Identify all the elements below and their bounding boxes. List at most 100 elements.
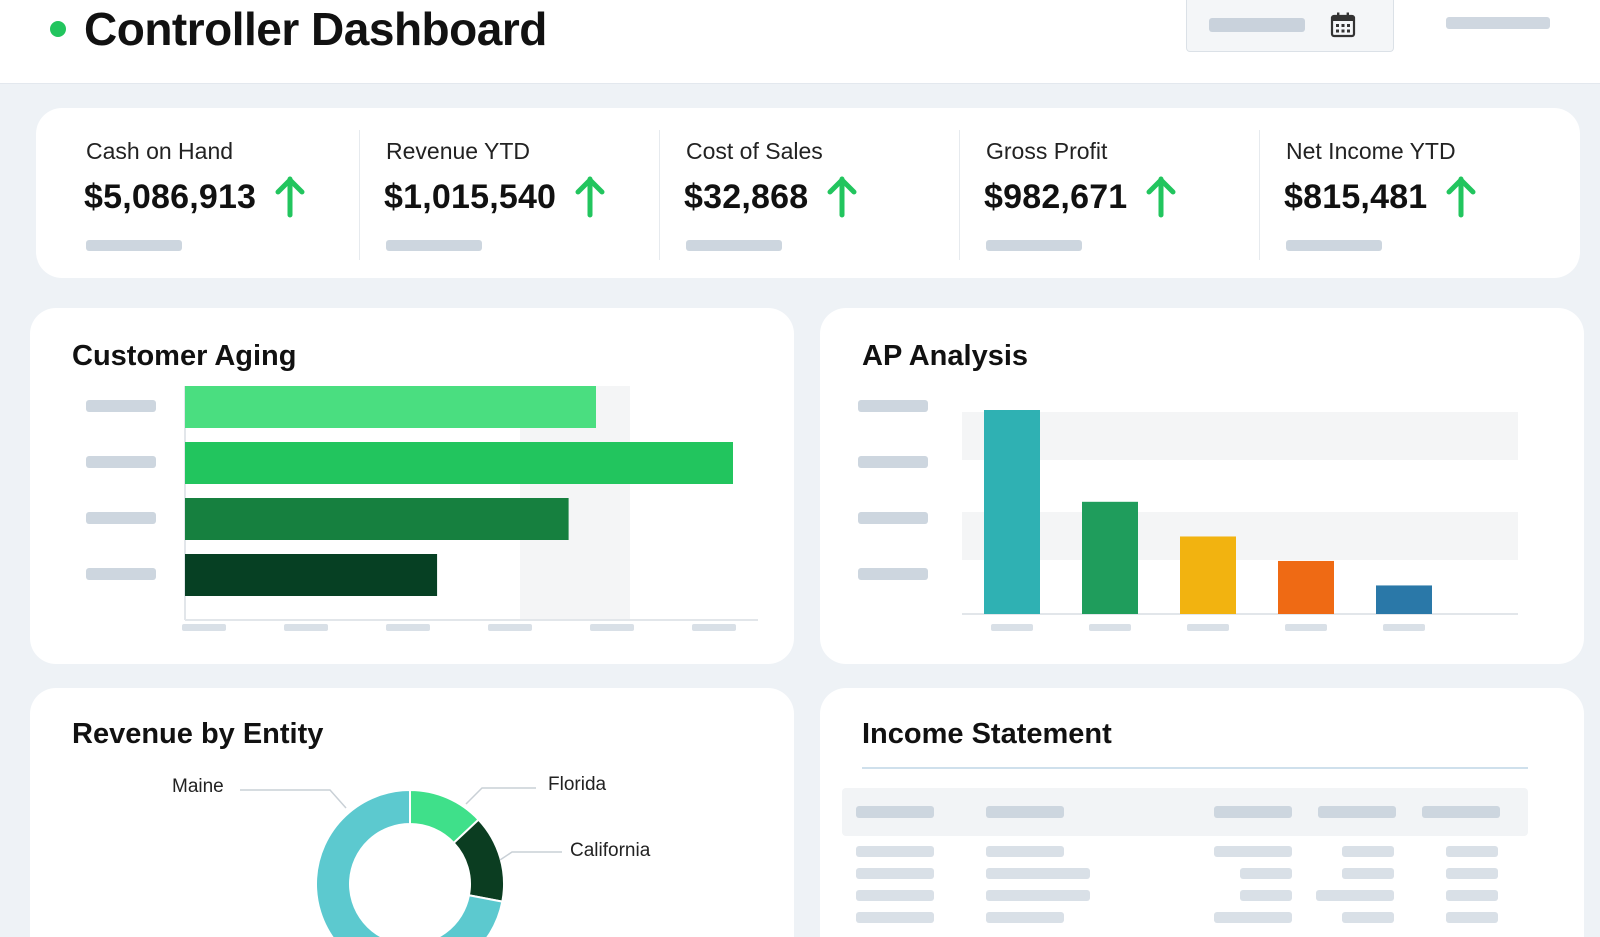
col-header	[1422, 806, 1500, 818]
ap-x-tick-label	[1187, 624, 1229, 631]
kpi-cash-on-hand[interactable]: Cash on Hand $5,086,913	[36, 108, 336, 278]
kpi-value: $1,015,540	[384, 177, 557, 216]
kpi-divider	[659, 130, 660, 260]
income-statement-cell	[1342, 846, 1394, 857]
up-arrow-icon	[1446, 176, 1476, 218]
header-user-placeholder[interactable]	[1446, 17, 1550, 29]
page-title: Controller Dashboard	[84, 3, 547, 55]
income-statement-cell	[1446, 912, 1498, 923]
ap-bar	[1082, 501, 1138, 614]
income-statement-cell	[856, 846, 934, 857]
ap-bar	[1180, 536, 1236, 614]
ap-bar	[1278, 560, 1334, 614]
aging-bar	[185, 554, 438, 596]
aging-x-tick-label	[284, 624, 328, 631]
ap-analysis-title: AP Analysis	[862, 340, 1029, 372]
kpi-value: $5,086,913	[84, 177, 257, 216]
revenue-by-entity-card: Revenue by Entity Maine Florida Californ…	[30, 688, 794, 937]
entity-label-maine: Maine	[172, 776, 224, 797]
kpi-card: Cash on Hand $5,086,913 Revenue YTD $1,0…	[36, 108, 1580, 278]
aging-category-label	[86, 400, 156, 412]
income-statement-cell	[1446, 846, 1498, 857]
col-header	[856, 806, 934, 818]
kpi-label: Gross Profit	[986, 138, 1108, 164]
ap-grid-band	[962, 512, 1518, 560]
income-statement-rule	[862, 767, 1528, 769]
income-statement-card: Income Statement	[820, 688, 1584, 937]
date-picker[interactable]	[1186, 0, 1394, 52]
kpi-value: $32,868	[684, 177, 809, 216]
income-statement-cell	[986, 846, 1064, 857]
ap-x-tick-label	[991, 624, 1033, 631]
income-statement-cell	[1342, 868, 1394, 879]
kpi-divider	[359, 130, 360, 260]
kpi-label: Cost of Sales	[686, 138, 823, 164]
income-statement-cell	[1316, 890, 1394, 901]
title-wrap: Controller Dashboard	[50, 2, 547, 56]
income-statement-cell	[986, 890, 1090, 901]
ap-y-tick-label	[858, 456, 928, 468]
aging-x-tick-label	[692, 624, 736, 631]
revenue-by-entity-title: Revenue by Entity	[72, 718, 324, 750]
kpi-net-income-ytd[interactable]: Net Income YTD $815,481	[1236, 108, 1536, 278]
income-statement-cell	[1214, 912, 1292, 923]
status-dot	[50, 21, 66, 37]
calendar-icon[interactable]	[1329, 11, 1357, 39]
income-statement-cell	[1342, 912, 1394, 923]
customer-aging-chart	[86, 386, 758, 631]
kpi-subtext	[986, 240, 1082, 251]
ap-y-tick-label	[858, 512, 928, 524]
kpi-value: $815,481	[1284, 177, 1428, 216]
kpi-divider	[959, 130, 960, 260]
aging-x-tick-label	[488, 624, 532, 631]
header: Controller Dashboard	[0, 0, 1600, 84]
income-statement-cell	[856, 890, 934, 901]
up-arrow-icon	[827, 176, 857, 218]
aging-bar	[185, 498, 569, 540]
aging-x-tick-label	[386, 624, 430, 631]
kpi-label: Cash on Hand	[86, 138, 234, 164]
ap-analysis-card: AP Analysis	[820, 308, 1584, 664]
ap-x-tick-label	[1383, 624, 1425, 631]
aging-x-tick-label	[182, 624, 226, 631]
maine-leader-line	[240, 789, 347, 809]
ap-bar	[1376, 585, 1432, 614]
florida-leader-line	[465, 787, 536, 805]
entity-label-california: California	[570, 840, 651, 861]
ap-grid-band	[962, 412, 1518, 460]
kpi-subtext	[86, 240, 182, 251]
income-statement-cell	[1446, 868, 1498, 879]
income-statement-cell	[1240, 890, 1292, 901]
ap-analysis-chart	[858, 400, 1518, 631]
customer-aging-card: Customer Aging	[30, 308, 794, 664]
income-statement-cell	[986, 912, 1064, 923]
kpi-subtext	[686, 240, 782, 251]
kpi-cost-of-sales[interactable]: Cost of Sales $32,868	[636, 108, 936, 278]
up-arrow-icon	[1146, 176, 1176, 218]
income-statement-cell	[856, 868, 934, 879]
kpi-subtext	[1286, 240, 1382, 251]
california-leader-line	[499, 851, 562, 861]
kpi-gross-profit[interactable]: Gross Profit $982,671	[936, 108, 1236, 278]
aging-category-label	[86, 456, 156, 468]
income-statement-cell	[1446, 890, 1498, 901]
income-statement-cell	[986, 868, 1090, 879]
aging-bar	[185, 386, 596, 428]
ap-y-tick-label	[858, 400, 928, 412]
kpi-label: Net Income YTD	[1286, 138, 1456, 164]
ap-x-tick-label	[1285, 624, 1327, 631]
aging-bar	[185, 442, 733, 484]
kpi-label: Revenue YTD	[386, 138, 531, 164]
col-header	[1318, 806, 1396, 818]
ap-y-tick-label	[858, 568, 928, 580]
aging-category-label	[86, 568, 156, 580]
kpi-revenue-ytd[interactable]: Revenue YTD $1,015,540	[336, 108, 636, 278]
up-arrow-icon	[275, 176, 305, 218]
ap-bar	[984, 410, 1040, 614]
entity-label-florida: Florida	[548, 774, 607, 795]
income-statement-cell	[1214, 846, 1292, 857]
up-arrow-icon	[575, 176, 605, 218]
income-statement-header-row	[842, 788, 1528, 836]
kpi-divider	[1259, 130, 1260, 260]
col-header	[986, 806, 1064, 818]
